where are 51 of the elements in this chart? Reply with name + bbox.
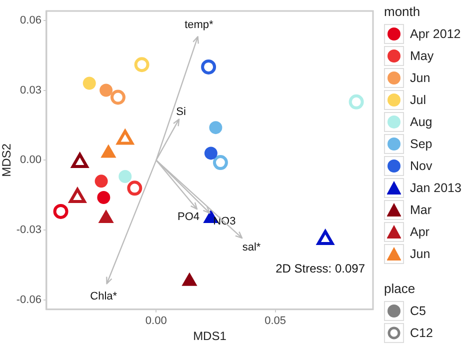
legend-label: Apr <box>410 225 430 239</box>
legend-label: Sep <box>410 137 432 151</box>
legend-label: Aug <box>410 115 432 129</box>
legend-label: May <box>410 49 434 63</box>
point <box>182 272 197 286</box>
y-tick-label: 0.00 <box>20 154 42 166</box>
legend-label: Jun <box>410 71 430 85</box>
y-tick-label: 0.06 <box>20 14 42 26</box>
point <box>316 230 334 245</box>
y-axis-title: MDS2 <box>0 143 14 177</box>
legend-label: Jun <box>410 247 430 261</box>
point <box>116 130 134 145</box>
point <box>53 204 68 219</box>
point <box>110 90 126 105</box>
annotation: NO3 <box>213 215 236 228</box>
point <box>212 155 228 170</box>
annotation: sal* <box>242 242 262 254</box>
point <box>82 76 96 90</box>
annotation: Si <box>176 106 186 118</box>
point <box>204 146 218 160</box>
legend-title: month <box>384 4 422 19</box>
point <box>134 57 150 72</box>
point <box>98 210 114 223</box>
annotation: temp* <box>184 18 214 31</box>
legend-label: Jan 2013 <box>410 181 462 195</box>
y-tick-label: 0.03 <box>20 84 42 96</box>
x-tick-label: 0.05 <box>264 315 286 328</box>
legend-label: Apr 2012 <box>410 27 461 41</box>
y-tick-label: -0.06 <box>16 294 42 306</box>
point <box>209 121 222 134</box>
point <box>69 188 86 203</box>
text: C12 <box>410 326 433 340</box>
point <box>94 174 108 188</box>
point <box>100 84 113 97</box>
legend-label: Jul <box>410 93 426 107</box>
annotation: Chla* <box>90 290 118 302</box>
x-axis-title: MDS1 <box>193 329 227 344</box>
point <box>127 180 142 196</box>
y-tick-label: -0.03 <box>16 224 42 236</box>
point <box>101 144 116 158</box>
point <box>118 170 132 184</box>
annotation: 2D Stress: 0.097 <box>276 262 366 276</box>
point <box>201 59 216 74</box>
text: C5 <box>410 304 426 318</box>
annotation: PO4 <box>178 210 200 223</box>
legend-label: Nov <box>410 159 432 173</box>
text: place <box>384 281 416 296</box>
point <box>97 191 110 204</box>
point <box>71 153 88 168</box>
legend-label: Mar <box>410 203 432 217</box>
point <box>348 94 364 110</box>
